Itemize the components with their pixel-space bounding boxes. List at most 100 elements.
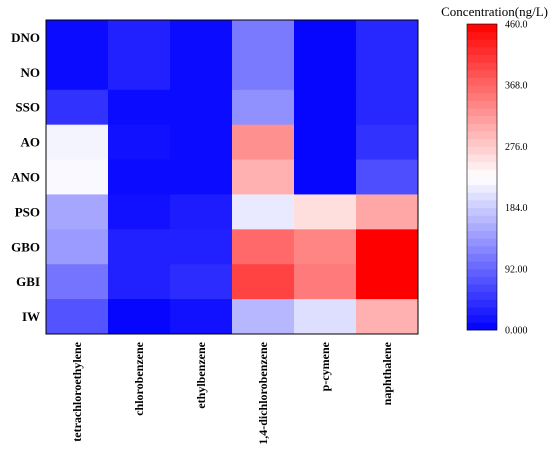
heatmap-cell xyxy=(46,299,109,335)
colorbar-segment xyxy=(467,199,497,208)
row-label: GBI xyxy=(16,274,40,289)
column-labels: tetrachloroethylene chlorobenzene ethylben… xyxy=(70,341,394,444)
colorbar-segment xyxy=(467,131,497,140)
column-label: 1,4-dichlorobenzene xyxy=(256,341,270,444)
heatmap-cell xyxy=(170,229,233,265)
heatmap-cell xyxy=(232,229,295,265)
colorbar: Concentration(ng/L) 0.000 92.00 184.0 276.0… xyxy=(441,4,548,337)
heatmap-cell xyxy=(46,264,109,300)
colorbar-segment xyxy=(467,154,497,163)
heatmap-cell xyxy=(232,20,295,56)
colorbar-segment xyxy=(467,161,497,170)
heatmap-cell xyxy=(46,194,109,230)
colorbar-segment xyxy=(467,46,497,55)
column-label: ethylbenzene xyxy=(194,341,208,408)
heatmap-cell xyxy=(170,264,233,300)
colorbar-segment xyxy=(467,184,497,193)
heatmap-cell xyxy=(356,54,419,91)
heatmap-cell xyxy=(46,229,109,265)
colorbar-segment xyxy=(467,268,497,277)
colorbar-segment xyxy=(467,284,497,293)
colorbar-segment xyxy=(467,245,497,254)
heatmap-cell xyxy=(170,20,233,56)
heatmap-cell xyxy=(232,299,295,335)
colorbar-segment xyxy=(467,276,497,285)
heatmap-cell xyxy=(108,20,171,56)
colorbar-segment xyxy=(467,192,497,201)
colorbar-tick-label: 460.0 xyxy=(505,20,528,31)
heatmap-cells xyxy=(46,20,419,335)
heatmap-cell xyxy=(170,124,233,161)
colorbar-tick-label: 92.00 xyxy=(505,264,528,275)
colorbar-segment xyxy=(467,54,497,63)
heatmap-cell xyxy=(356,124,419,161)
row-label: NO xyxy=(21,65,41,80)
colorbar-segment xyxy=(467,108,497,117)
heatmap-cell xyxy=(46,124,109,161)
colorbar-segment xyxy=(467,177,497,186)
plot-frame xyxy=(45,19,419,335)
colorbar-ticks: 0.000 92.00 184.0 276.0 368.0 460.0 xyxy=(505,20,528,337)
colorbar-segment xyxy=(467,291,497,300)
colorbar-frame xyxy=(466,23,498,331)
colorbar-segment xyxy=(467,314,497,323)
heatmap-cell xyxy=(46,89,109,126)
heatmap-cell xyxy=(108,124,171,161)
heatmap-cell xyxy=(356,229,419,265)
row-label: ANO xyxy=(11,170,40,185)
heatmap-cell xyxy=(356,194,419,230)
heatmap-cell xyxy=(356,89,419,126)
heatmap-cell xyxy=(170,159,233,195)
column-label: tetrachloroethylene xyxy=(70,341,84,441)
colorbar-segment xyxy=(467,207,497,216)
heatmap-cell xyxy=(46,20,109,56)
heatmap-cell xyxy=(356,299,419,335)
row-label: AO xyxy=(21,135,41,150)
heatmap-cell xyxy=(232,194,295,230)
heatmap-cell xyxy=(232,89,295,126)
heatmap-cell xyxy=(294,194,357,230)
row-label: SSO xyxy=(15,100,40,115)
colorbar-segment xyxy=(467,230,497,239)
colorbar-segment xyxy=(467,222,497,231)
colorbar-title: Concentration(ng/L) xyxy=(441,4,548,19)
heatmap-cell xyxy=(294,299,357,335)
heatmap-cell xyxy=(294,89,357,126)
colorbar-segments xyxy=(466,23,498,331)
heatmap-cell xyxy=(356,20,419,56)
colorbar-segment xyxy=(467,215,497,224)
row-label: PSO xyxy=(15,204,40,219)
row-label: GBO xyxy=(11,239,40,254)
heatmap-cell xyxy=(294,124,357,161)
heatmap-cell xyxy=(108,229,171,265)
heatmap-cell xyxy=(170,54,233,91)
colorbar-segment xyxy=(467,77,497,86)
heatmap-cell xyxy=(294,54,357,91)
colorbar-segment xyxy=(467,307,497,316)
heatmap-cell xyxy=(356,159,419,195)
heatmap-cell xyxy=(294,20,357,56)
heatmap-cell xyxy=(108,54,171,91)
colorbar-segment xyxy=(467,24,497,33)
colorbar-tick-label: 368.0 xyxy=(505,81,528,92)
colorbar-segment xyxy=(467,100,497,109)
heatmap-cell xyxy=(170,89,233,126)
heatmap-cell xyxy=(294,159,357,195)
colorbar-segment xyxy=(467,123,497,132)
colorbar-segment xyxy=(467,138,497,147)
colorbar-segment xyxy=(467,115,497,124)
colorbar-segment xyxy=(467,39,497,48)
heatmap-cell xyxy=(170,194,233,230)
heatmap-cell xyxy=(232,264,295,300)
heatmap-cell xyxy=(294,264,357,300)
heatmap-cell xyxy=(356,264,419,300)
heatmap-cell xyxy=(108,159,171,195)
row-label: IW xyxy=(22,309,40,324)
column-label: chlorobenzene xyxy=(132,341,146,415)
heatmap-cell xyxy=(232,159,295,195)
heatmap-cell xyxy=(108,299,171,335)
colorbar-segment xyxy=(467,322,497,331)
colorbar-segment xyxy=(467,62,497,71)
heatmap-cell xyxy=(232,124,295,161)
heatmap-cell xyxy=(46,54,109,91)
